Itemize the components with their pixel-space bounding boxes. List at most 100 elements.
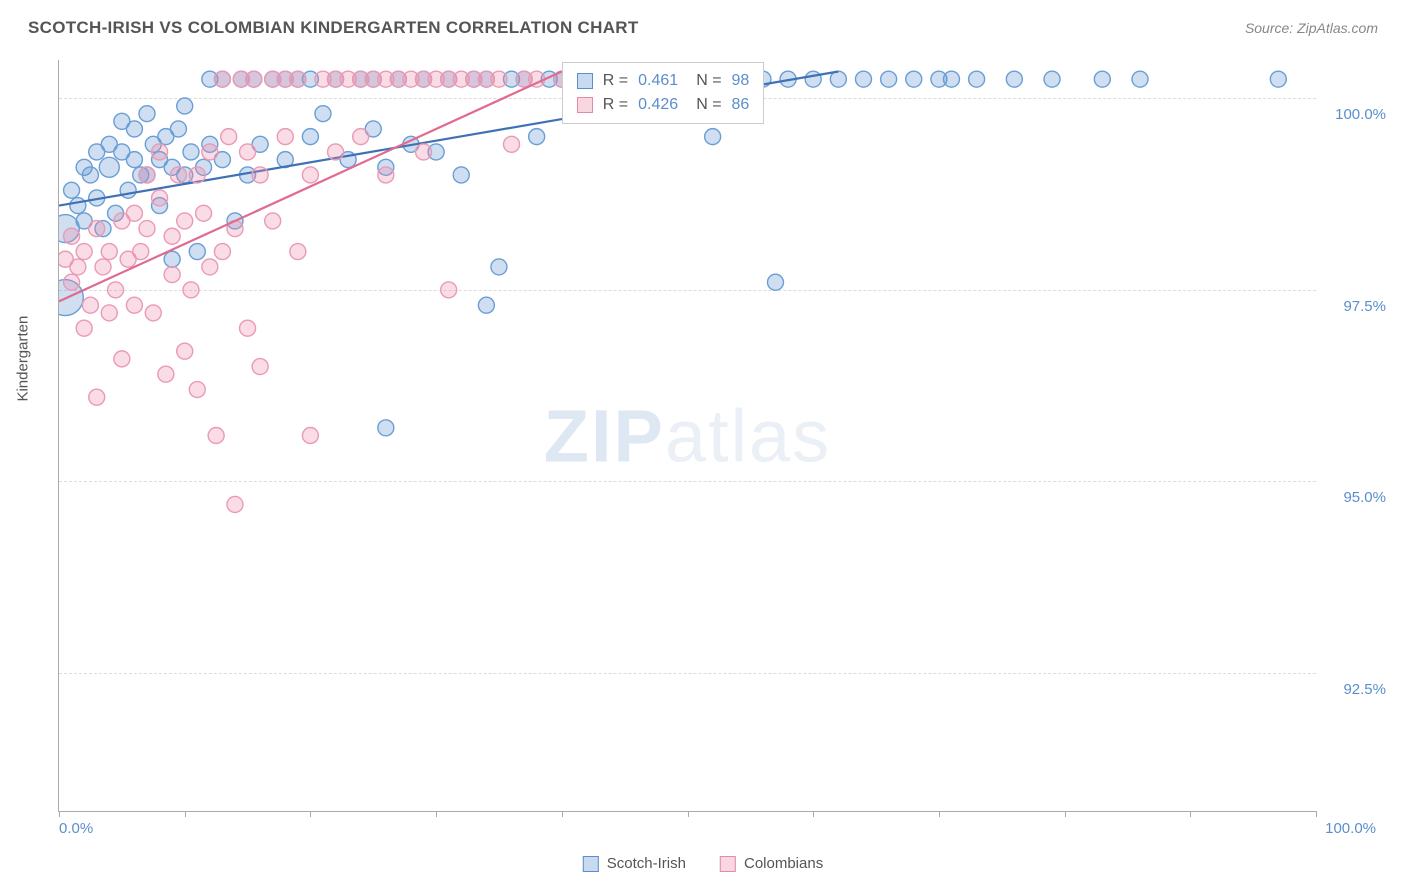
x-tick-label: 0.0% [59, 820, 93, 837]
stat-swatch [577, 97, 593, 113]
chart-title: SCOTCH-IRISH VS COLOMBIAN KINDERGARTEN C… [28, 18, 639, 38]
data-point [189, 244, 205, 260]
data-point [1006, 71, 1022, 87]
data-point [265, 213, 281, 229]
y-tick-label: 92.5% [1343, 681, 1386, 698]
data-point [126, 205, 142, 221]
data-point [214, 244, 230, 260]
data-point [82, 167, 98, 183]
y-axis-title: Kindergarten [15, 316, 32, 402]
data-point [302, 428, 318, 444]
y-tick-label: 100.0% [1335, 106, 1386, 123]
data-point [133, 244, 149, 260]
data-point [101, 244, 117, 260]
data-point [252, 167, 268, 183]
data-point [529, 129, 545, 145]
data-point [164, 228, 180, 244]
data-point [290, 71, 306, 87]
data-point [189, 382, 205, 398]
data-point [95, 259, 111, 275]
legend-swatch [720, 856, 736, 872]
data-point [170, 121, 186, 137]
stat-n-label: N = [696, 93, 721, 117]
data-point [378, 167, 394, 183]
data-point [240, 144, 256, 160]
data-point [805, 71, 821, 87]
legend-item: Colombians [720, 855, 823, 872]
data-point [290, 244, 306, 260]
data-point [202, 144, 218, 160]
x-tick [185, 811, 186, 817]
data-point [70, 198, 86, 214]
data-point [881, 71, 897, 87]
data-point [177, 343, 193, 359]
stat-r-value: 0.461 [638, 69, 678, 93]
data-point [170, 167, 186, 183]
data-point [227, 496, 243, 512]
x-tick [939, 811, 940, 817]
plot-area: ZIPatlas 92.5%95.0%97.5%100.0%0.0%100.0%… [58, 60, 1316, 812]
data-point [76, 320, 92, 336]
x-tick [436, 811, 437, 817]
x-tick [310, 811, 311, 817]
stat-box: R = 0.461 N = 98R = 0.426 N = 86 [562, 62, 765, 124]
data-point [1132, 71, 1148, 87]
data-point [177, 98, 193, 114]
stat-n-value: 98 [732, 69, 750, 93]
data-point [164, 251, 180, 267]
data-point [177, 213, 193, 229]
stat-row: R = 0.426 N = 86 [577, 93, 750, 117]
data-point [139, 221, 155, 237]
stat-n-label: N = [696, 69, 721, 93]
data-point [108, 282, 124, 298]
data-point [152, 190, 168, 206]
data-point [252, 359, 268, 375]
data-point [943, 71, 959, 87]
x-tick [688, 811, 689, 817]
x-tick [59, 811, 60, 817]
data-point [378, 420, 394, 436]
data-point [1270, 71, 1286, 87]
legend-swatch [583, 856, 599, 872]
stat-r-value: 0.426 [638, 93, 678, 117]
data-point [158, 366, 174, 382]
data-point [491, 71, 507, 87]
x-tick [1065, 811, 1066, 817]
data-point [302, 129, 318, 145]
data-point [139, 167, 155, 183]
source-label: Source: ZipAtlas.com [1245, 20, 1378, 36]
data-point [89, 221, 105, 237]
data-point [101, 305, 117, 321]
data-point [183, 282, 199, 298]
data-point [855, 71, 871, 87]
stat-r-label: R = [603, 93, 628, 117]
data-point [705, 129, 721, 145]
data-point [240, 320, 256, 336]
data-point [328, 144, 344, 160]
stat-n-value: 86 [732, 93, 750, 117]
data-point [145, 305, 161, 321]
data-point [76, 244, 92, 260]
x-tick [813, 811, 814, 817]
data-point [246, 71, 262, 87]
data-point [441, 282, 457, 298]
legend: Scotch-IrishColombians [583, 855, 823, 872]
legend-label: Colombians [744, 855, 823, 872]
stat-swatch [577, 73, 593, 89]
data-point [767, 274, 783, 290]
data-point [139, 106, 155, 122]
y-tick-label: 95.0% [1343, 489, 1386, 506]
x-tick-label: 100.0% [1325, 820, 1376, 837]
data-point [315, 106, 331, 122]
stat-row: R =0.461N =98 [577, 69, 750, 93]
data-point [114, 351, 130, 367]
y-tick-label: 97.5% [1343, 298, 1386, 315]
data-point [353, 129, 369, 145]
data-point [491, 259, 507, 275]
data-point [208, 428, 224, 444]
scatter-svg [59, 60, 1316, 811]
data-point [64, 274, 80, 290]
data-point [120, 182, 136, 198]
data-point [416, 144, 432, 160]
data-point [1094, 71, 1110, 87]
